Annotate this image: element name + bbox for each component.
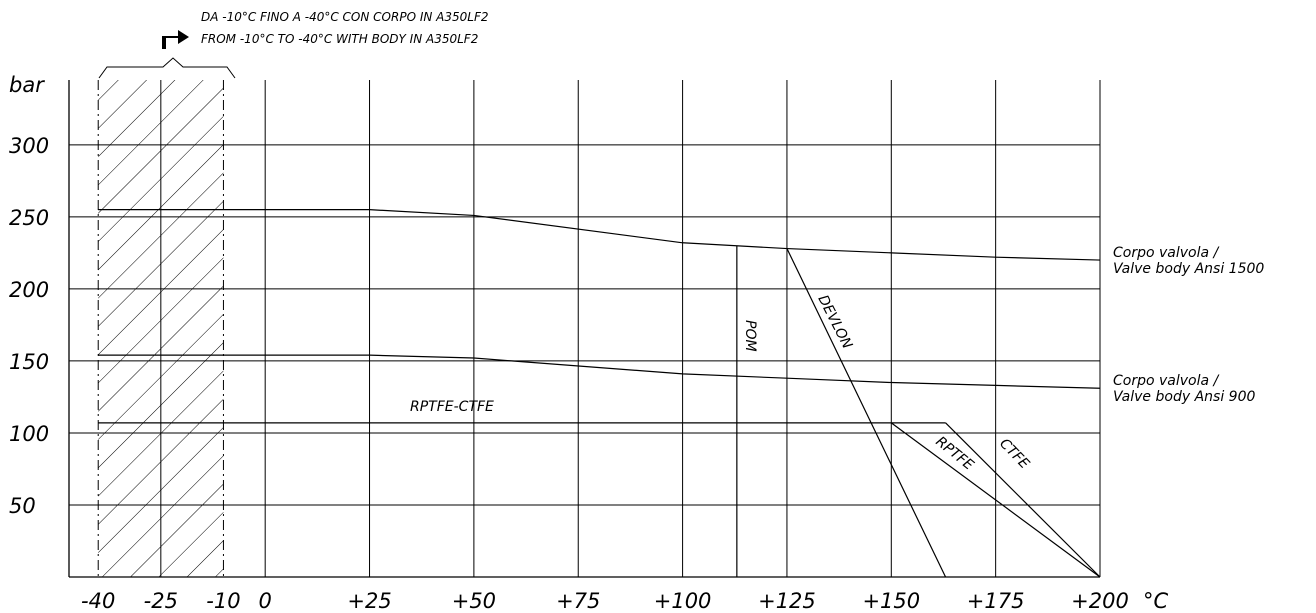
x-tick-label: +125 bbox=[758, 589, 816, 613]
x-tick-label: +75 bbox=[556, 589, 600, 613]
range-bracket bbox=[98, 57, 236, 79]
note-line-2: FROM -10°C TO -40°C WITH BODY IN A350LF2 bbox=[201, 32, 478, 46]
x-tick-label: -40 bbox=[81, 589, 115, 613]
ansi900-label-line1: Corpo valvola / bbox=[1113, 373, 1220, 389]
series-line-devlon bbox=[786, 248, 947, 578]
x-tick-label: -25 bbox=[144, 589, 178, 613]
y-tick-label: 200 bbox=[9, 278, 49, 302]
note-line-1: DA -10°C FINO A -40°C CON CORPO IN A350L… bbox=[201, 10, 489, 24]
pom-label: POM bbox=[742, 320, 758, 352]
tick-labels: -40 -25 -10 0 +25 +50 +75 +100 +125 +150 +175 +200 5… bbox=[9, 134, 1129, 613]
x-tick-label: +200 bbox=[1071, 589, 1129, 613]
x-tick-label: +25 bbox=[347, 589, 391, 613]
series-line-corpo-valvola-valve-body-ansi-900 bbox=[98, 354, 1101, 389]
axes bbox=[68, 80, 1100, 578]
x-unit-label: °C bbox=[1143, 589, 1169, 613]
x-tick-label: 0 bbox=[258, 589, 271, 613]
series-line-corpo-valvola-valve-body-ansi-1500 bbox=[98, 209, 1101, 261]
ansi1500-label-line2: Valve body Ansi 1500 bbox=[1113, 261, 1264, 277]
y-tick-label: 100 bbox=[9, 422, 49, 446]
x-tick-label: +175 bbox=[967, 589, 1025, 613]
rptfe-label: RPTFE bbox=[932, 434, 976, 474]
x-tick-label: -10 bbox=[206, 589, 240, 613]
ctfe-label: CTFE bbox=[996, 436, 1032, 473]
series-line-ctfe bbox=[945, 422, 1101, 578]
y-unit-label: bar bbox=[9, 73, 45, 97]
y-tick-label: 50 bbox=[9, 494, 36, 518]
hatched-region bbox=[97, 80, 224, 577]
series-line-rptfe bbox=[890, 422, 1101, 578]
devlon-label: DEVLON bbox=[814, 293, 855, 352]
arrow-icon bbox=[162, 30, 189, 49]
x-tick-label: +100 bbox=[654, 589, 712, 613]
y-tick-label: 150 bbox=[9, 350, 49, 374]
hatch-fill bbox=[98, 80, 224, 577]
x-tick-label: +50 bbox=[452, 589, 496, 613]
y-tick-label: 250 bbox=[9, 206, 49, 230]
ansi1500-label-line1: Corpo valvola / bbox=[1113, 245, 1220, 261]
ansi900-label-line2: Valve body Ansi 900 bbox=[1113, 389, 1255, 405]
rptfe-ctfe-label: RPTFE-CTFE bbox=[410, 399, 494, 415]
series-lines bbox=[98, 209, 1101, 578]
grid bbox=[69, 80, 1101, 577]
x-tick-label: +150 bbox=[862, 589, 920, 613]
y-tick-label: 300 bbox=[9, 134, 49, 158]
